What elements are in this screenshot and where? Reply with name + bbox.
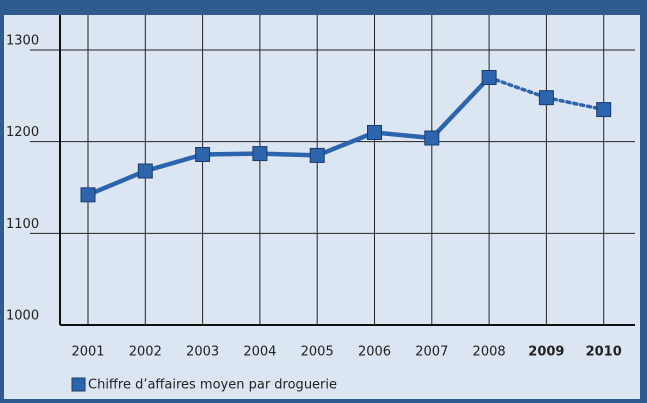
line-segment [544,95,606,112]
x-tick-label: 2002 [129,345,162,360]
line-segment [259,151,318,158]
line-segment [202,151,260,157]
legend-marker [71,377,86,392]
line-segment [316,130,376,158]
x-tick-label: 2008 [473,345,506,360]
marker [481,70,497,85]
x-tick-label: 2005 [301,345,334,360]
y-tick-label: 1300 [6,34,39,49]
x-tick-label: 2004 [243,345,276,360]
x-tick-label: 2001 [71,345,104,360]
line-segment [487,75,549,100]
background [4,15,640,399]
line-segment [374,130,433,141]
x-tick-label: 2009 [528,345,564,360]
y-tick-label: 1200 [6,125,39,140]
line-segment [87,168,147,197]
marker [195,147,211,162]
marker [538,90,554,106]
marker [80,187,96,203]
marker [596,102,612,118]
x-tick-label: 2003 [186,345,219,360]
x-tick-label: 2007 [415,345,448,360]
marker [309,147,325,163]
y-tick-label: 1100 [6,217,39,232]
marker [252,146,268,162]
marker [367,125,382,140]
y-tick-label: 1000 [6,309,39,324]
marker [424,130,440,146]
line-segment [144,152,204,174]
line-segment [430,75,491,140]
x-tick-label: 2010 [586,345,622,360]
marker [137,163,153,179]
legend-label: Chiffre d’affaires moyen par droguerie [88,378,337,393]
x-tick-label: 2006 [358,345,391,360]
